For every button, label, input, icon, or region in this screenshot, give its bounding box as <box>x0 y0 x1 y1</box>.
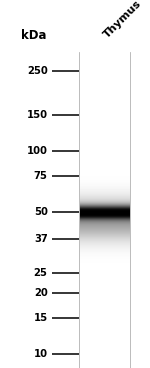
Text: 20: 20 <box>34 288 48 298</box>
Text: 25: 25 <box>34 268 48 278</box>
Text: 37: 37 <box>34 234 48 244</box>
Bar <box>79 52 130 368</box>
Text: 75: 75 <box>34 171 48 181</box>
Text: kDa: kDa <box>21 29 46 42</box>
Text: Thymus: Thymus <box>102 0 144 40</box>
Text: 250: 250 <box>27 66 48 75</box>
Text: 10: 10 <box>34 349 48 359</box>
Text: 15: 15 <box>33 313 48 323</box>
Text: 50: 50 <box>34 207 48 217</box>
Text: 100: 100 <box>27 146 48 156</box>
Text: 150: 150 <box>27 110 48 120</box>
